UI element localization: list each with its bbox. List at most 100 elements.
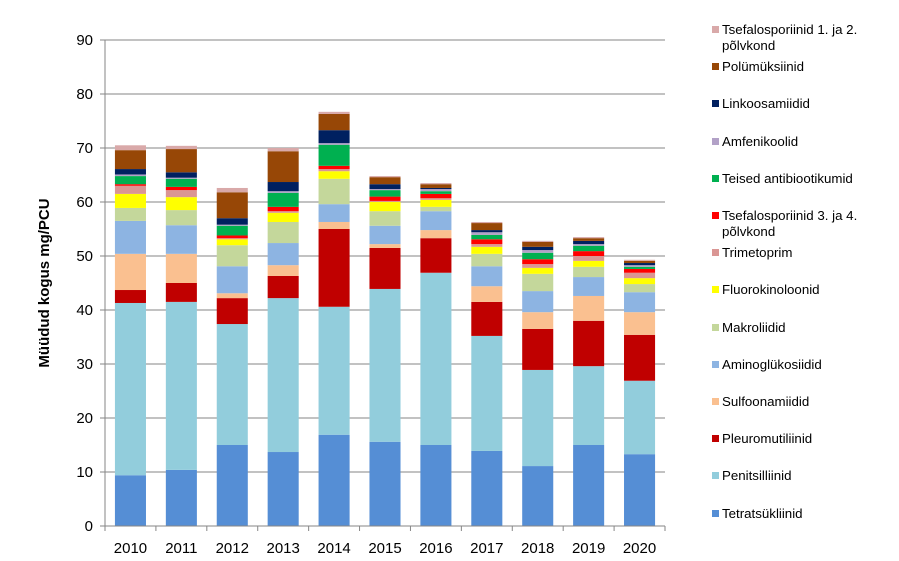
- bar-segment: [216, 266, 248, 294]
- bar-segment: [318, 113, 350, 131]
- x-tick-label: 2015: [368, 540, 401, 557]
- bar-segment: [318, 229, 350, 307]
- bar-segment: [624, 260, 656, 264]
- bar-segment: [522, 252, 554, 260]
- bar-segment: [369, 189, 401, 191]
- legend-swatch: [712, 100, 719, 108]
- bar-segment: [471, 221, 503, 224]
- legend-item: Penitsilliinid: [712, 468, 892, 484]
- y-axis-label: Müüdud kogus mg/PCU: [36, 198, 53, 367]
- legend-label: Polümüksiinid: [722, 59, 805, 75]
- bar-segment: [369, 441, 401, 526]
- bar-segment: [267, 182, 299, 192]
- bar-segment: [573, 277, 605, 296]
- bar-segment: [114, 184, 146, 186]
- bar-segment: [624, 268, 656, 273]
- legend-label: Pleuromutiliinid: [722, 431, 813, 447]
- bar-segment: [369, 176, 401, 178]
- bar-segment: [420, 183, 452, 185]
- bar-segment: [471, 244, 503, 247]
- bar-segment: [624, 454, 656, 526]
- bar-segment: [318, 111, 350, 114]
- bar-segment: [420, 206, 452, 212]
- bar-segment: [624, 266, 656, 269]
- x-tick-label: 2014: [317, 540, 350, 557]
- bar-segment: [471, 450, 503, 526]
- x-tick-label: 2017: [470, 540, 503, 557]
- x-tick-label: 2011: [165, 540, 197, 557]
- bar-segment: [420, 238, 452, 273]
- legend-label: Tetratsükliinid: [722, 505, 803, 521]
- bar-segment: [318, 306, 350, 435]
- legend-label: Fluorokinoloonid: [722, 282, 820, 298]
- bar-segment: [318, 221, 350, 229]
- bar-segment: [369, 225, 401, 245]
- legend-label: Aminoglükosiidid: [722, 356, 822, 372]
- bar-segment: [522, 250, 554, 253]
- bar-segment: [114, 174, 146, 177]
- legend-label: Penitsilliinid: [722, 468, 792, 484]
- bar-segment: [318, 130, 350, 144]
- legend-label: Linkoosamiidid: [722, 96, 810, 112]
- bar-segment: [318, 169, 350, 172]
- bar-segment: [216, 245, 248, 267]
- bar-segment: [471, 286, 503, 302]
- bar-segment: [369, 202, 401, 212]
- bar-segment: [471, 246, 503, 254]
- bar-segment: [522, 328, 554, 370]
- bar-segment: [573, 260, 605, 267]
- bar-segment: [369, 190, 401, 197]
- bar-segment: [216, 238, 248, 240]
- bar-segment: [114, 302, 146, 476]
- x-tick-label: 2020: [623, 540, 656, 557]
- bar-segment: [267, 212, 299, 222]
- bar-segment: [420, 211, 452, 231]
- bar-segment: [114, 475, 146, 526]
- legend-item: Tetratsükliinid: [712, 506, 892, 522]
- x-tick-label: 2019: [572, 540, 605, 557]
- bar-segment: [216, 224, 248, 226]
- bar-segment: [165, 225, 197, 254]
- legend-swatch: [712, 212, 719, 219]
- legend-swatch: [712, 249, 719, 257]
- legend-label: Amfenikoolid: [722, 133, 799, 149]
- x-tick-labels: 2010 2011 2012 2013 2014 2015 2016 2017 2018 2019…: [114, 540, 656, 557]
- bar-segment: [471, 230, 503, 233]
- bar-segment: [267, 452, 299, 526]
- bar-segment: [624, 263, 656, 266]
- bar-segment: [267, 206, 299, 212]
- bar-segment: [369, 211, 401, 226]
- bar-segment: [369, 196, 401, 201]
- y-tick-label: 40: [76, 302, 93, 319]
- bar-segment: [114, 290, 146, 303]
- bar-segment: [267, 191, 299, 193]
- bar-segment: [318, 144, 350, 166]
- bar-segment: [420, 230, 452, 239]
- y-tick-label: 20: [76, 410, 93, 427]
- legend-item: Polümüksiinid: [712, 59, 892, 75]
- bar-segment: [165, 283, 197, 302]
- bar-segment: [471, 335, 503, 451]
- bar-segment: [114, 253, 146, 291]
- bar-segment: [165, 172, 197, 178]
- bar-segment: [420, 272, 452, 445]
- bar-segment: [420, 199, 452, 207]
- bar-segment: [318, 165, 350, 170]
- bar-segment: [573, 366, 605, 445]
- bar-segment: [216, 218, 248, 225]
- bar-segment: [369, 288, 401, 442]
- legend-item: Linkoosamiidid: [712, 96, 892, 112]
- bar-segment: [522, 312, 554, 329]
- bar-segment: [420, 193, 452, 199]
- bar-segment: [318, 178, 350, 205]
- legend-swatch: [712, 286, 719, 294]
- bar-segment: [573, 237, 605, 239]
- y-tick-label: 60: [76, 194, 93, 211]
- legend-label: Tsefalosporiinid 3. ja 4. põlvkond: [722, 208, 858, 239]
- bar-segment: [522, 291, 554, 313]
- bar-segment: [216, 187, 248, 193]
- legend-swatch: [712, 509, 719, 517]
- legend-item: Makroliidid: [712, 320, 892, 336]
- bar-segment: [114, 220, 146, 254]
- y-tick-label: 90: [76, 32, 93, 49]
